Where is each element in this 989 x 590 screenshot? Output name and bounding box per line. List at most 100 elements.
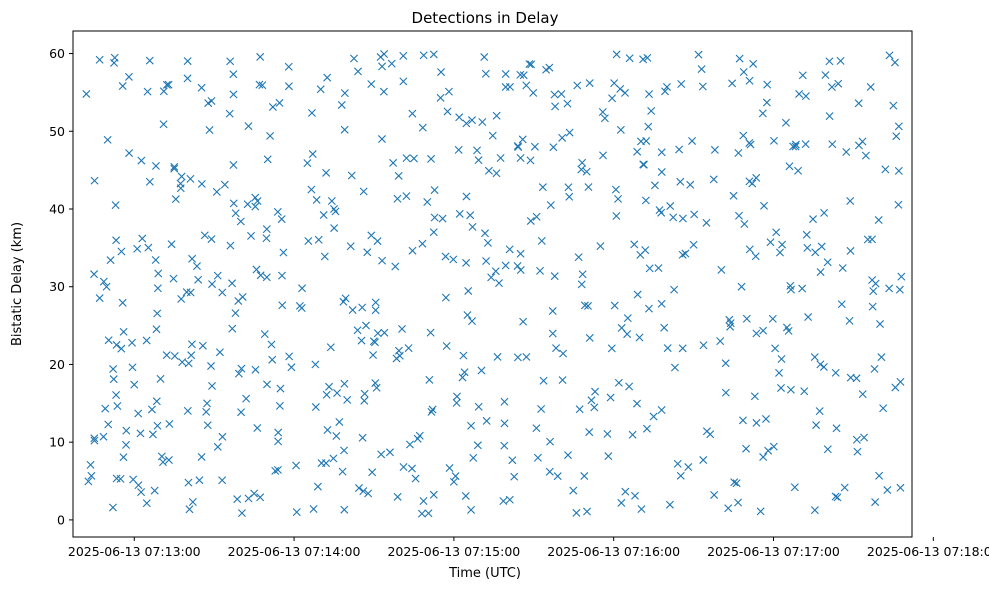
- data-point: [583, 507, 591, 516]
- data-point: [612, 50, 621, 59]
- data-point: [810, 353, 819, 362]
- data-point: [530, 142, 539, 151]
- data-point: [438, 214, 447, 223]
- data-point: [828, 140, 837, 149]
- data-point: [866, 82, 875, 91]
- data-point: [251, 365, 260, 374]
- data-point: [263, 155, 272, 164]
- data-point: [99, 432, 108, 441]
- data-point: [837, 300, 846, 309]
- data-point: [90, 434, 99, 443]
- data-point: [133, 244, 142, 253]
- data-point: [721, 359, 730, 368]
- data-point: [387, 59, 396, 68]
- data-point: [771, 344, 780, 353]
- data-point: [897, 272, 906, 281]
- data-point: [572, 508, 581, 517]
- data-point: [427, 407, 436, 416]
- data-point: [153, 284, 162, 293]
- data-point: [244, 122, 253, 131]
- data-point: [134, 409, 143, 418]
- data-point: [477, 366, 486, 375]
- data-point: [462, 119, 471, 128]
- data-point: [637, 505, 646, 514]
- data-point: [777, 383, 785, 392]
- data-point: [513, 261, 522, 270]
- data-point: [322, 168, 331, 177]
- data-point: [815, 407, 824, 416]
- data-point: [660, 323, 669, 332]
- data-point: [678, 250, 687, 259]
- data-point: [689, 240, 698, 249]
- data-point: [143, 87, 152, 96]
- data-point: [184, 359, 193, 368]
- data-point: [103, 135, 112, 144]
- data-point: [487, 273, 496, 282]
- data-point: [151, 256, 160, 264]
- data-point: [612, 212, 621, 220]
- data-point: [399, 463, 408, 471]
- x-tick-label: 2025-06-13 07:16:00: [547, 544, 680, 559]
- data-point: [117, 247, 126, 256]
- data-point: [769, 442, 778, 451]
- data-point: [500, 397, 509, 406]
- data-point: [251, 193, 260, 202]
- data-point: [260, 330, 269, 339]
- data-point: [284, 82, 293, 91]
- data-point: [226, 241, 235, 250]
- data-point: [537, 236, 546, 245]
- data-point: [608, 94, 617, 103]
- data-point: [303, 159, 312, 168]
- data-point: [393, 492, 402, 501]
- data-point: [563, 451, 572, 460]
- data-point: [558, 376, 567, 385]
- data-point: [710, 145, 719, 154]
- data-point: [307, 108, 316, 117]
- data-point: [678, 214, 687, 223]
- data-point: [625, 54, 634, 63]
- data-point: [184, 478, 193, 487]
- data-point: [484, 166, 493, 175]
- data-point: [482, 257, 491, 265]
- data-point: [322, 459, 331, 468]
- data-point: [501, 69, 510, 78]
- data-point: [215, 348, 224, 357]
- data-point: [557, 90, 566, 98]
- data-point: [778, 240, 787, 249]
- data-point: [673, 459, 682, 468]
- data-point: [452, 392, 461, 401]
- data-point: [118, 298, 127, 307]
- data-point: [854, 99, 863, 108]
- data-point: [628, 430, 637, 439]
- data-point: [109, 365, 118, 374]
- data-point: [304, 236, 313, 245]
- x-tick-label: 2025-06-13 07:17:00: [707, 544, 840, 559]
- data-point: [122, 440, 131, 449]
- data-point: [735, 211, 743, 220]
- data-point: [537, 405, 546, 413]
- data-point: [885, 51, 894, 60]
- data-point: [466, 211, 475, 220]
- data-point: [694, 50, 703, 59]
- data-point: [739, 131, 748, 140]
- data-point: [267, 340, 276, 349]
- data-point: [197, 83, 206, 92]
- data-point: [690, 210, 699, 219]
- data-point: [90, 436, 99, 445]
- data-point: [643, 53, 652, 62]
- data-point: [333, 389, 342, 398]
- data-point: [136, 429, 145, 438]
- plot-area: [73, 31, 912, 537]
- data-point: [559, 349, 568, 358]
- data-point: [853, 447, 862, 456]
- plot-frame: [72, 30, 913, 538]
- data-point: [649, 412, 658, 421]
- data-point: [781, 118, 790, 127]
- data-point: [790, 483, 799, 492]
- data-point: [591, 387, 600, 396]
- data-point: [749, 59, 758, 68]
- data-point: [734, 148, 743, 157]
- data-point: [176, 179, 185, 188]
- data-point: [868, 235, 877, 244]
- data-point: [419, 51, 428, 60]
